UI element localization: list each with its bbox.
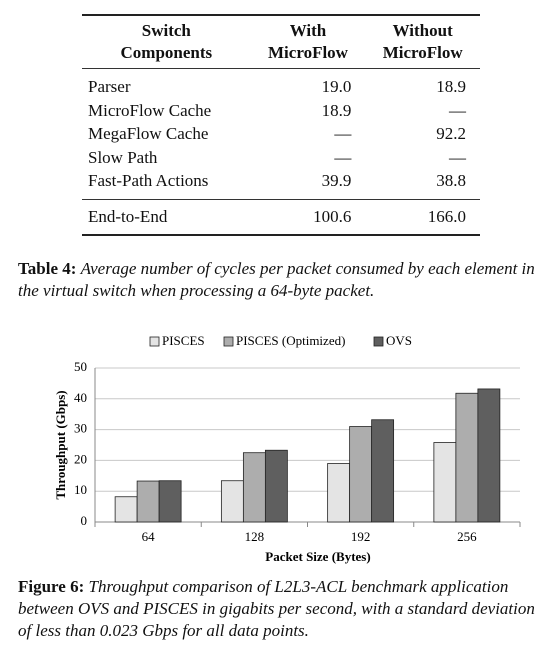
bar xyxy=(433,442,457,523)
x-tick-label: 192 xyxy=(351,529,371,544)
table-cell: 92.2 xyxy=(436,124,466,143)
header-line: MicroFlow xyxy=(382,43,463,62)
bar xyxy=(327,463,351,523)
caption-label: Figure 6: xyxy=(18,577,85,596)
table-row: MegaFlow Cache — 92.2 xyxy=(82,122,480,146)
y-tick-label: 40 xyxy=(74,390,87,405)
x-tick-label: 128 xyxy=(245,529,265,544)
cycles-table: Switch Components With MicroFlow Without Mi… xyxy=(82,14,480,236)
bar xyxy=(264,449,288,523)
bar xyxy=(114,496,138,523)
header-line: With xyxy=(289,21,327,40)
legend-swatch xyxy=(373,336,384,347)
table-row: End-to-End 100.6 166.0 xyxy=(82,199,480,235)
bar xyxy=(242,452,266,523)
caption-text: Average number of cycles per packet cons… xyxy=(18,259,535,300)
legend-label: PISCES xyxy=(162,333,205,348)
y-tick-label: 50 xyxy=(74,359,87,374)
table-cell: Fast-Path Actions xyxy=(88,171,209,190)
x-axis-label: Packet Size (Bytes) xyxy=(265,549,370,564)
header-row: Switch Components With MicroFlow Without Mi… xyxy=(82,15,480,69)
caption-text: Throughput comparison of L2L3-ACL benchm… xyxy=(18,577,535,640)
y-tick-label: 20 xyxy=(74,451,87,466)
legend-label: OVS xyxy=(386,333,412,348)
table-row: Fast-Path Actions 39.9 38.8 xyxy=(82,169,480,199)
table-cell: End-to-End xyxy=(88,206,168,226)
bar xyxy=(477,388,501,523)
bar xyxy=(455,392,479,523)
table-cell: 38.8 xyxy=(436,171,466,190)
bar xyxy=(158,480,182,523)
legend-label: PISCES (Optimized) xyxy=(236,333,345,348)
y-tick-label: 0 xyxy=(81,513,88,528)
legend-swatch xyxy=(223,336,234,347)
caption-label: Table 4: xyxy=(18,259,77,278)
header-line: Components xyxy=(120,43,213,62)
x-tick-label: 64 xyxy=(142,529,156,544)
table-cell: 18.9 xyxy=(321,100,352,120)
header-line: MicroFlow xyxy=(268,43,348,62)
table-cell: 166.0 xyxy=(427,206,466,226)
table-row: Slow Path — — xyxy=(82,146,480,170)
chart: Packet Size (Bytes) Throughput (Gbps) 0 1… xyxy=(53,333,521,564)
header-line: Without xyxy=(392,21,453,40)
header-cell: With MicroFlow xyxy=(251,15,366,69)
header-cell: Without MicroFlow xyxy=(365,15,480,69)
table-cell: — xyxy=(334,124,352,143)
table-cell: Parser xyxy=(88,77,131,96)
table-row: MicroFlow Cache 18.9 — xyxy=(82,99,480,123)
table-cell: MicroFlow Cache xyxy=(88,100,212,120)
table-cell: Slow Path xyxy=(88,147,158,167)
y-axis-label: Throughput (Gbps) xyxy=(53,390,68,499)
x-tick-label: 256 xyxy=(457,529,477,544)
table-cell: 18.9 xyxy=(436,77,466,96)
table-cell: 19.0 xyxy=(321,77,352,96)
table-body: Parser 19.0 18.9 MicroFlow Cache 18.9— MegaFl… xyxy=(82,69,480,235)
table-cell: — xyxy=(334,147,352,167)
bar xyxy=(136,480,160,523)
header-line: Switch xyxy=(141,21,191,40)
table-cell: — xyxy=(449,100,466,120)
bar xyxy=(220,480,244,523)
bar xyxy=(349,426,373,523)
table-caption: Table 4: Average number of cycles per pa… xyxy=(18,258,548,302)
table-cell: MegaFlow Cache xyxy=(88,124,209,143)
table-cell: 100.6 xyxy=(313,206,352,226)
table-row: Parser 19.0 18.9 xyxy=(82,69,480,99)
y-tick-label: 30 xyxy=(74,421,87,436)
y-tick-label: 10 xyxy=(74,482,87,497)
figure-caption: Figure 6: Throughput comparison of L2L3-… xyxy=(18,576,548,642)
bar xyxy=(371,419,395,523)
table-cell: — xyxy=(449,147,466,167)
legend-swatch xyxy=(149,336,160,347)
header-cell: Switch Components xyxy=(82,15,251,69)
table-cell: 39.9 xyxy=(321,171,352,190)
